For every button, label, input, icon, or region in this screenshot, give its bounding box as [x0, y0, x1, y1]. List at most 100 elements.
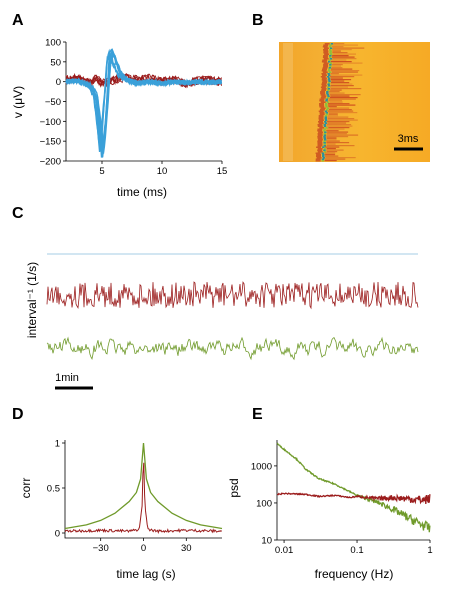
heatmap-spike [324, 115, 328, 117]
panel-a-chart: 100 50 0 −50 −100 −150 −200 5 10 15 [40, 38, 228, 178]
heatmap-red-band [322, 46, 328, 48]
heatmap-red-streak [332, 52, 348, 54]
panel-a-blue-trace [65, 48, 223, 158]
heatmap-red-band [317, 136, 323, 138]
heatmap-red-streak [327, 131, 349, 133]
heatmap-red-band [321, 85, 327, 87]
heatmap-spike [323, 145, 326, 147]
heatmap-red-streak [328, 109, 352, 111]
heatmap-spike [329, 50, 332, 52]
heatmap-spike [327, 77, 331, 79]
heatmap-red-band [319, 112, 325, 114]
heatmap-spike [326, 91, 329, 93]
heatmap-red-band [320, 94, 326, 96]
heatmap-red-band [323, 64, 329, 66]
heatmap-red-streak [330, 73, 339, 75]
panel-d-xtick-label: 30 [181, 543, 192, 554]
heatmap-spike [323, 139, 327, 141]
heatmap-red-band [316, 146, 322, 148]
heatmap-red-band [318, 115, 324, 117]
heatmap-red-streak [329, 101, 343, 103]
heatmap-red-band [323, 62, 329, 64]
heatmap-red-band [322, 82, 327, 84]
heatmap-spike [322, 146, 325, 148]
heatmap-red-band [315, 160, 321, 162]
panel-a-xtick-label: 5 [99, 166, 104, 177]
heatmap-red-streak [331, 71, 358, 73]
heatmap-spike [325, 103, 328, 105]
heatmap-spike [323, 136, 326, 138]
panel-d-xtick-label: −30 [93, 543, 109, 554]
heatmap-red-streak [328, 106, 337, 108]
heatmap-red-band [321, 79, 327, 81]
heatmap-red-band [320, 107, 326, 109]
heatmap-spike [326, 94, 329, 96]
heatmap-spike [329, 55, 332, 57]
heatmap-red-band [323, 47, 329, 49]
heatmap-red-streak [333, 43, 345, 45]
heatmap-spike [326, 97, 330, 99]
heatmap-spike [328, 46, 332, 48]
heatmap-red-streak [327, 121, 350, 123]
heatmap-red-band [315, 152, 321, 154]
heatmap-spike [325, 113, 329, 115]
heatmap-red-streak [332, 44, 358, 46]
heatmap-red-streak [331, 80, 345, 82]
heatmap-red-band [315, 158, 321, 160]
heatmap-red-streak [324, 152, 336, 154]
heatmap-red-band [321, 89, 327, 91]
heatmap-red-streak [332, 50, 341, 52]
heatmap-red-band [323, 52, 329, 54]
heatmap-red-band [318, 119, 324, 121]
panel-a-blue-trace [65, 50, 222, 152]
heatmap-red-band [320, 97, 326, 99]
heatmap-spike [328, 67, 332, 69]
heatmap-red-band [321, 83, 327, 85]
heatmap-red-band [319, 104, 325, 106]
heatmap-spike [329, 64, 332, 66]
heatmap-spike [328, 74, 331, 76]
heatmap-red-band [316, 157, 322, 159]
heatmap-red-streak [329, 86, 348, 88]
heatmap-red-band [317, 133, 323, 135]
heatmap-red-streak [326, 143, 336, 145]
heatmap-red-streak [328, 127, 350, 129]
heatmap-red-streak [331, 56, 355, 58]
heatmap-red-band [317, 142, 323, 144]
heatmap-red-streak [326, 148, 336, 150]
heatmap-spike [325, 104, 328, 106]
panel-a-blue-trace [65, 55, 222, 142]
heatmap-red-band [317, 130, 323, 132]
heatmap-red-streak [326, 136, 349, 138]
heatmap-spike [323, 128, 326, 130]
panel-e-ytick-label: 100 [256, 498, 272, 509]
heatmap-red-band [321, 70, 327, 72]
heatmap-spike [323, 130, 326, 132]
panel-c-scalebar-label: 1min [55, 372, 79, 384]
heatmap-spike [323, 124, 326, 126]
panel-d-axes [64, 440, 222, 539]
heatmap-red-band [319, 98, 325, 100]
panel-a-xtick-label: 10 [157, 166, 168, 177]
heatmap-red-streak [332, 55, 349, 57]
heatmap-red-streak [326, 149, 344, 151]
heatmap-red-band [321, 73, 327, 75]
panel-a-xlabel: time (ms) [117, 185, 167, 199]
heatmap-spike [323, 142, 326, 144]
heatmap-red-streak [331, 67, 343, 69]
panel-b-letter: B [252, 12, 264, 29]
heatmap-spike [329, 47, 333, 49]
heatmap-red-band [319, 100, 325, 102]
heatmap-red-streak [330, 85, 354, 87]
heatmap-spike [327, 89, 330, 91]
heatmap-red-streak [326, 125, 353, 127]
heatmap-red-band [320, 92, 326, 94]
heatmap-red-band [324, 53, 330, 55]
heatmap-red-streak [326, 145, 355, 147]
heatmap-red-streak [330, 70, 360, 72]
heatmap-red-streak [330, 89, 342, 91]
panel-a-ytick-label: 100 [45, 38, 61, 49]
heatmap-spike [329, 62, 333, 64]
heatmap-red-streak [329, 92, 345, 94]
heatmap-spike [325, 98, 328, 100]
